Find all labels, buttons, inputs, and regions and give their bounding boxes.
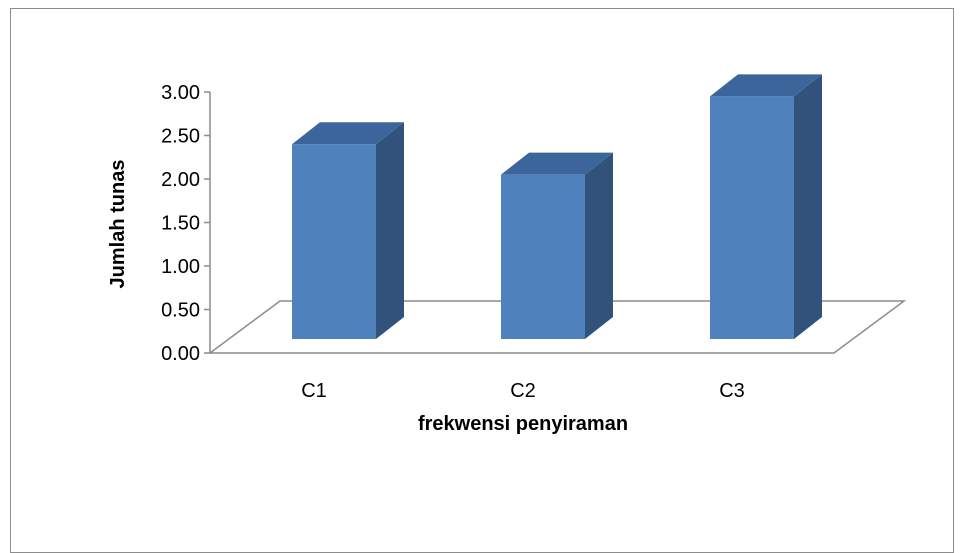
x-axis-title: frekwensi penyiraman [418,413,628,435]
bar-side [585,152,613,339]
x-tick-label: C1 [301,380,327,402]
y-tick-label: 1.50 [161,213,200,235]
bar-C3 [710,74,822,339]
x-tick-label: C3 [719,380,745,402]
x-tick-labels: C1 C2 C3 [301,380,745,402]
floor-plane [207,300,907,354]
bar-front [292,144,376,339]
bar-front [501,174,585,339]
y-tick-label: 2.50 [161,126,200,148]
bar-side [376,122,404,339]
bar-top [292,122,404,145]
y-axis-title: Jumlah tunas [107,160,129,289]
x-tick-label: C2 [510,380,536,402]
bar-front [710,96,794,339]
y-tick-label: 0.50 [161,300,200,322]
bar-side [794,74,822,339]
bar-C1 [292,122,404,339]
y-tick-label: 1.00 [161,256,200,278]
bar-C2 [501,152,613,339]
y-tick-label: 3.00 [161,82,200,104]
y-tick-label: 2.00 [161,169,200,191]
bar-top [501,152,613,175]
chart-floor [207,300,907,354]
bar-top [710,74,822,97]
y-tick-labels: 0.00 0.50 1.00 1.50 2.00 2.50 3.00 [161,82,211,365]
bar-series [292,74,822,339]
y-tick-label: 0.00 [161,343,200,365]
